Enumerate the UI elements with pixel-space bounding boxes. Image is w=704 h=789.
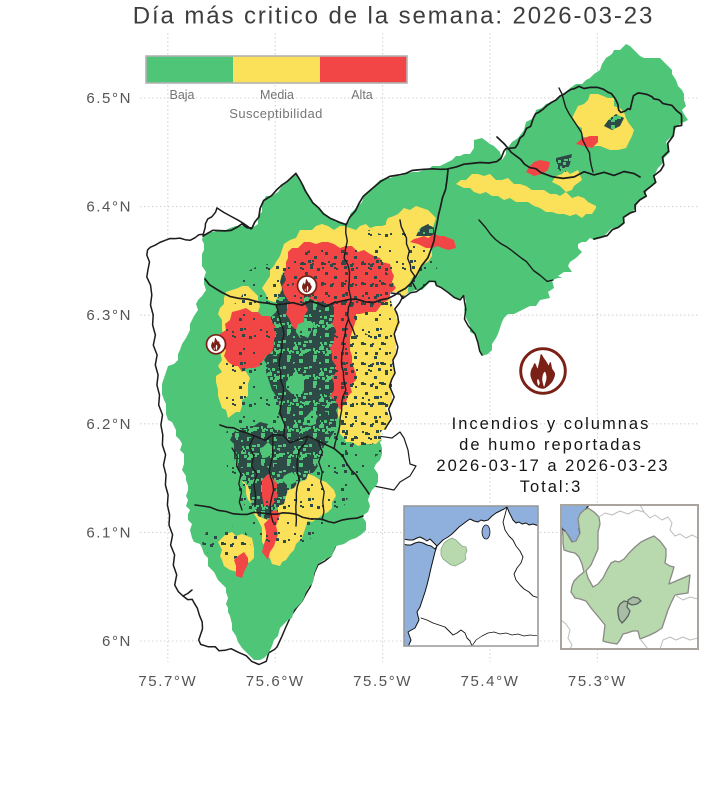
svg-text:Día más critico de la semana:: Día más critico de la semana: 2026-03-23 bbox=[133, 3, 655, 30]
svg-text:Alta: Alta bbox=[351, 88, 373, 102]
svg-text:75.3°W: 75.3°W bbox=[568, 673, 627, 690]
svg-text:6.5°N: 6.5°N bbox=[86, 90, 132, 107]
svg-text:Media: Media bbox=[260, 88, 294, 102]
svg-text:75.4°W: 75.4°W bbox=[461, 673, 520, 690]
svg-text:6°N: 6°N bbox=[102, 633, 132, 650]
svg-text:2026-03-17 a 2026-03-23: 2026-03-17 a 2026-03-23 bbox=[436, 457, 669, 475]
svg-text:6.4°N: 6.4°N bbox=[86, 199, 132, 216]
svg-text:Baja: Baja bbox=[169, 88, 194, 102]
svg-text:Incendios y columnas: Incendios y columnas bbox=[452, 415, 651, 433]
svg-text:75.7°W: 75.7°W bbox=[138, 673, 197, 690]
svg-text:de humo reportadas: de humo reportadas bbox=[459, 436, 643, 454]
svg-text:6.3°N: 6.3°N bbox=[86, 307, 132, 324]
svg-text:75.6°W: 75.6°W bbox=[246, 673, 305, 690]
svg-text:6.2°N: 6.2°N bbox=[86, 416, 132, 433]
svg-text:Susceptibilidad: Susceptibilidad bbox=[229, 106, 322, 121]
svg-text:Total:3: Total:3 bbox=[520, 478, 583, 496]
svg-text:75.5°W: 75.5°W bbox=[353, 673, 412, 690]
svg-text:6.1°N: 6.1°N bbox=[86, 524, 132, 541]
